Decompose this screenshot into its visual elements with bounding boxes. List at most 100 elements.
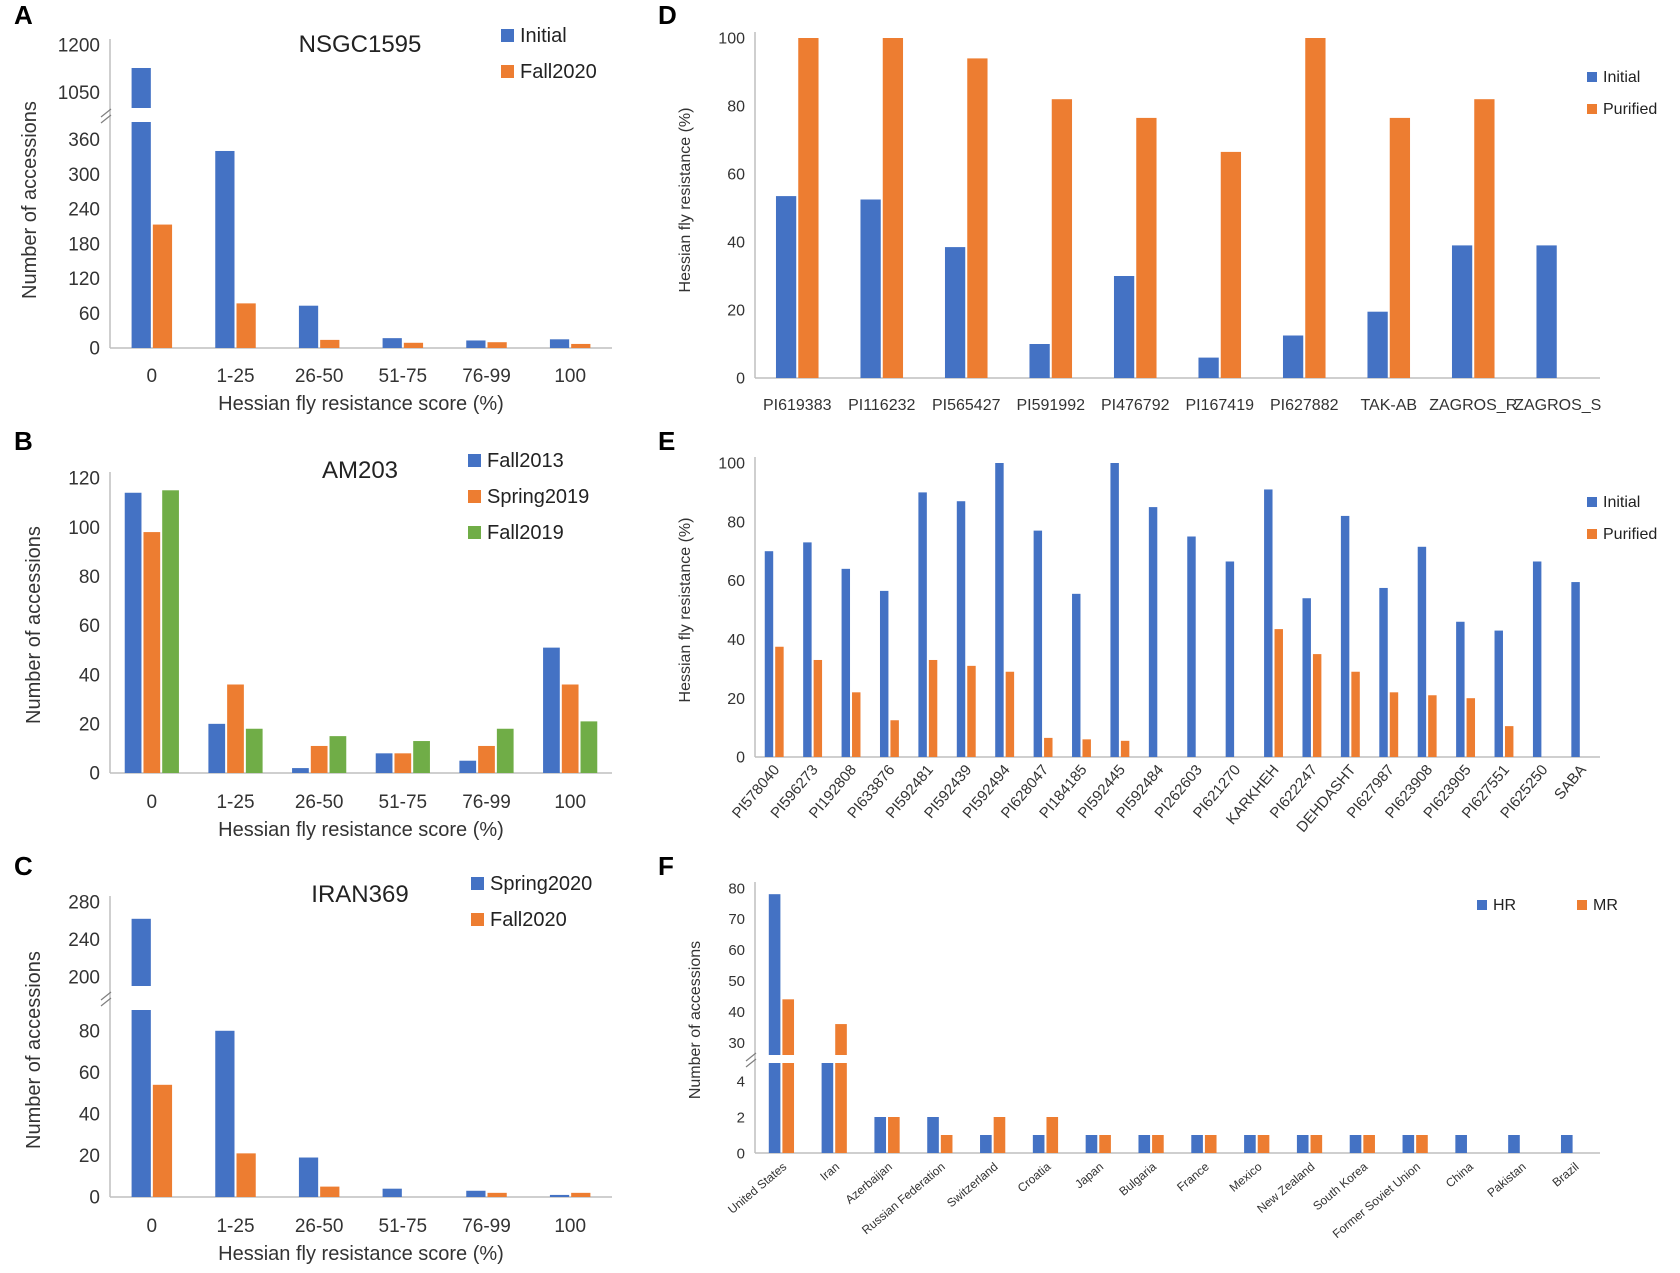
y-tick-label: 1200 — [58, 36, 100, 57]
bar-purified-1 — [882, 38, 904, 378]
bar-initial-21 — [1571, 582, 1580, 757]
x-tick-label: Japan — [1072, 1160, 1106, 1192]
bar-initial-5 — [549, 339, 570, 348]
bar-initial-7 — [1033, 530, 1043, 757]
bar-initial-4 — [1113, 276, 1135, 378]
bar-initial-13 — [1264, 489, 1273, 757]
bar-hr-6 — [1085, 1135, 1098, 1153]
x-tick-label: 100 — [554, 366, 586, 387]
bar-mr-1 — [835, 1024, 847, 1153]
bar-hr-0 — [768, 894, 781, 1153]
legend-label: Spring2020 — [490, 873, 592, 895]
y-tick-label: 20 — [727, 691, 745, 708]
bar-purified-4 — [1136, 117, 1157, 379]
x-tick-label: 0 — [147, 366, 158, 387]
x-tick-label: United States — [725, 1160, 789, 1217]
bar-spring2020-1 — [215, 1030, 235, 1197]
y-tick-label: 40 — [79, 1105, 100, 1126]
bar-hr-13 — [1455, 1135, 1467, 1153]
legend-label: Fall2019 — [487, 522, 564, 544]
bar-initial-2 — [298, 305, 319, 348]
panel-letter: E — [658, 426, 675, 456]
panel-letter: B — [14, 426, 33, 456]
legend-label: Purified — [1603, 526, 1657, 543]
x-tick-label: Brazil — [1550, 1160, 1582, 1190]
bar-initial-16 — [1379, 587, 1388, 757]
bar-mr-10 — [1310, 1135, 1323, 1153]
bar-fall2013-1 — [208, 723, 226, 773]
bar-initial-17 — [1417, 546, 1427, 757]
bar-initial-11 — [1187, 536, 1196, 757]
x-tick-label: TAK-AB — [1360, 397, 1417, 414]
x-tick-label: PI619383 — [763, 397, 832, 414]
y-tick-label: 100 — [718, 456, 745, 473]
x-tick-label: 51-75 — [379, 1216, 428, 1237]
chart-title: NSGC1595 — [299, 31, 422, 58]
x-tick-label: France — [1174, 1159, 1212, 1194]
bar-break-gap — [781, 1055, 796, 1063]
bar-initial-1 — [215, 150, 235, 348]
legend-label: Initial — [520, 25, 567, 47]
chart-title: IRAN369 — [311, 881, 408, 908]
bar-purified-18 — [1466, 698, 1476, 757]
axis-break-mark — [100, 991, 112, 1001]
axis-break-mark — [745, 1058, 757, 1068]
bar-initial-15 — [1340, 515, 1350, 757]
bar-spring2020-4 — [466, 1190, 486, 1197]
x-tick-label: 0 — [147, 792, 158, 813]
bar-initial-8 — [1451, 245, 1473, 378]
y-tick-label: 240 — [68, 930, 100, 951]
chart-panel-b: B 0 20 40 60 80 100 120 0 1-25 26-50 51-75 76-99 100 A… — [14, 426, 612, 841]
chart-panel-a: A 0 60 120 180 240 300 360 1050 1200 0 1-25 26-50 51-… — [14, 0, 612, 415]
y-tick-label: 180 — [68, 234, 100, 255]
bar-purified-2 — [852, 692, 861, 757]
legend-swatch — [471, 913, 484, 926]
legend-swatch — [1587, 529, 1597, 539]
bar-purified-15 — [1351, 671, 1360, 757]
bar-fall2019-5 — [580, 721, 598, 773]
bar-fall2019-4 — [496, 728, 514, 773]
bar-purified-5 — [1220, 151, 1242, 378]
bar-initial-12 — [1225, 561, 1235, 757]
y-tick-label: 120 — [68, 469, 100, 490]
y-axis-label: Number of accessions — [23, 951, 45, 1149]
x-tick-label: 0 — [147, 1216, 158, 1237]
x-tick-label: 100 — [554, 792, 586, 813]
bar-initial-5 — [1198, 357, 1219, 378]
bar-spring2020-3 — [382, 1188, 402, 1197]
bar-hr-3 — [927, 1117, 939, 1153]
bar-purified-4 — [928, 659, 938, 757]
y-axis-label: Number of accessions — [19, 101, 41, 299]
x-axis-label: Hessian fly resistance score (%) — [218, 819, 504, 841]
legend-swatch — [468, 490, 481, 503]
y-tick-label: 60 — [727, 573, 745, 590]
y-tick-label: 80 — [728, 880, 745, 897]
bar-mr-8 — [1204, 1135, 1217, 1153]
bar-initial-6 — [995, 463, 1004, 757]
bar-mr-9 — [1257, 1135, 1270, 1153]
y-tick-label: 0 — [89, 764, 100, 785]
chart-panel-f: F 0 2 4 30 40 50 60 70 80 United States Iran Azerbai… — [658, 851, 1618, 1241]
bar-hr-10 — [1296, 1135, 1309, 1153]
panel-letter: F — [658, 851, 674, 881]
panel-letter: D — [658, 0, 677, 30]
bar-mr-12 — [1416, 1135, 1428, 1153]
legend-swatch — [468, 454, 481, 467]
panel-letter: A — [14, 0, 33, 30]
bar-initial-9 — [1110, 463, 1119, 757]
bar-initial-1 — [860, 199, 881, 378]
y-tick-label: 40 — [728, 1004, 745, 1021]
bar-hr-7 — [1138, 1135, 1151, 1153]
axis-break-mark — [100, 114, 112, 124]
bar-hr-8 — [1191, 1135, 1203, 1153]
bar-hr-4 — [980, 1135, 992, 1153]
bar-purified-16 — [1389, 692, 1399, 757]
y-tick-label: 60 — [727, 167, 745, 184]
bar-hr-5 — [1032, 1135, 1045, 1153]
bar-initial-4 — [918, 492, 927, 757]
chart-panel-c: C 0 20 40 60 80 200 240 280 0 1-25 26-50 51-75 76-99 1… — [14, 851, 612, 1265]
x-tick-label: 26-50 — [295, 792, 344, 813]
y-tick-label: 40 — [727, 632, 745, 649]
bar-purified-19 — [1504, 726, 1514, 757]
bar-purified-9 — [1120, 740, 1130, 757]
